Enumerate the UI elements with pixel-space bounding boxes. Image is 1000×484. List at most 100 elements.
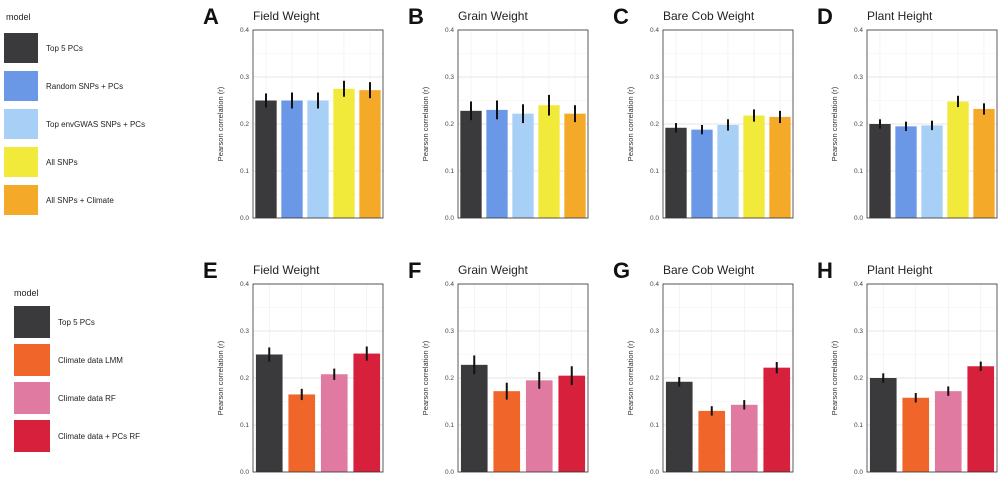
bar	[525, 380, 553, 472]
y-tick-label: 0.2	[240, 375, 249, 382]
plot-border	[662, 283, 794, 473]
panel-title: Plant Height	[867, 9, 933, 23]
y-axis-label: Pearson correlation (r)	[626, 86, 635, 161]
bar	[665, 381, 693, 472]
bar	[255, 100, 277, 218]
bar	[307, 100, 329, 218]
bar	[698, 410, 726, 472]
panel-letter: A	[203, 4, 219, 29]
y-tick-label: 0.1	[240, 422, 249, 429]
legend-label: All SNPs + Climate	[46, 196, 114, 205]
bar	[288, 394, 316, 472]
y-axis-label: Pearson correlation (r)	[216, 86, 225, 161]
y-tick-label: 0.2	[854, 375, 863, 382]
y-tick-label: 0.3	[240, 74, 249, 81]
bar	[934, 391, 962, 472]
y-axis-label: Pearson correlation (r)	[421, 86, 430, 161]
bar	[902, 397, 930, 472]
y-tick-label: 0.1	[445, 422, 454, 429]
bar	[281, 100, 303, 218]
y-tick-label: 0.4	[650, 27, 659, 34]
bar	[359, 90, 381, 218]
y-tick-label: 0.2	[854, 121, 863, 128]
legend-swatch	[14, 344, 50, 376]
legend-label: Climate data RF	[58, 394, 116, 403]
y-tick-label: 0.1	[854, 422, 863, 429]
bar	[691, 129, 713, 218]
y-tick-label: 0.4	[854, 281, 863, 288]
panel-title: Plant Height	[867, 263, 933, 277]
bar	[730, 404, 758, 472]
y-tick-label: 0.4	[445, 27, 454, 34]
panel-title: Bare Cob Weight	[663, 9, 755, 23]
y-tick-label: 0.4	[240, 281, 249, 288]
panel-e: E Field Weight 0.0 0.1 0.2 0.3 0.4 Pearson corr…	[203, 258, 384, 476]
y-axis-label: Pearson correlation (r)	[830, 86, 839, 161]
bar	[320, 374, 348, 472]
panel-letter: C	[613, 4, 629, 29]
bar	[717, 124, 739, 218]
legend-layer: model Top 5 PCs Random SNPs + PCs Top envGW…	[4, 12, 145, 452]
panel-f: F Grain Weight 0.0 0.1 0.2 0.3 0.4 Pearson corr…	[408, 258, 589, 476]
legend-title: model	[14, 288, 39, 298]
bar	[769, 116, 791, 218]
y-tick-label: 0.3	[445, 74, 454, 81]
y-tick-label: 0.2	[445, 375, 454, 382]
legend-label: Top envGWAS SNPs + PCs	[46, 120, 145, 129]
y-tick-label: 0.3	[650, 74, 659, 81]
legend-swatch	[14, 382, 50, 414]
panel-letter: G	[613, 258, 630, 283]
plot-border	[866, 29, 998, 219]
bar	[743, 115, 765, 218]
y-tick-label: 0.0	[650, 469, 659, 476]
bar	[353, 353, 381, 472]
plot-border	[866, 283, 998, 473]
legend-label: Climate data LMM	[58, 356, 123, 365]
y-tick-label: 0.0	[445, 215, 454, 222]
panel-title: Bare Cob Weight	[663, 263, 755, 277]
y-axis-label: Pearson correlation (r)	[626, 340, 635, 415]
panel-title: Field Weight	[253, 263, 320, 277]
y-tick-label: 0.3	[650, 328, 659, 335]
y-tick-label: 0.2	[445, 121, 454, 128]
legend-label: Random SNPs + PCs	[46, 82, 123, 91]
plot-border	[457, 283, 589, 473]
legend-swatch	[4, 33, 38, 63]
legend-label: Climate data + PCs RF	[58, 432, 140, 441]
bar	[967, 366, 995, 472]
bar	[538, 105, 560, 218]
legend-label: Top 5 PCs	[46, 44, 83, 53]
bar	[763, 367, 791, 472]
y-tick-label: 0.0	[240, 215, 249, 222]
panel-title: Grain Weight	[458, 9, 528, 23]
panel-layer: A Field Weight 0.0 0.1 0.2 0.3 0.4 Pearson corr…	[203, 4, 998, 476]
y-tick-label: 0.3	[854, 328, 863, 335]
y-tick-label: 0.3	[854, 74, 863, 81]
legend-swatch	[4, 71, 38, 101]
y-tick-label: 0.1	[854, 168, 863, 175]
bar	[895, 126, 917, 218]
plot-border	[252, 283, 384, 473]
panel-h: H Plant Height 0.0 0.1 0.2 0.3 0.4 Pearson corr…	[817, 258, 998, 476]
y-tick-label: 0.4	[240, 27, 249, 34]
bar	[869, 378, 897, 472]
plot-border	[252, 29, 384, 219]
bar	[460, 364, 488, 472]
plot-border	[457, 29, 589, 219]
y-tick-label: 0.2	[650, 121, 659, 128]
legend-swatch	[4, 185, 38, 215]
y-tick-label: 0.0	[445, 469, 454, 476]
legend-2: model Top 5 PCs Climate data LMM Climate da…	[14, 288, 140, 452]
panel-title: Grain Weight	[458, 263, 528, 277]
y-tick-label: 0.4	[650, 281, 659, 288]
y-tick-label: 0.3	[445, 328, 454, 335]
bar	[665, 127, 687, 218]
y-tick-label: 0.1	[240, 168, 249, 175]
legend-label: All SNPs	[46, 158, 78, 167]
bar	[564, 113, 586, 218]
panel-b: B Grain Weight 0.0 0.1 0.2 0.3 0.4 Pearson corr…	[408, 4, 589, 222]
y-tick-label: 0.0	[650, 215, 659, 222]
legend-swatch	[4, 147, 38, 177]
y-tick-label: 0.0	[854, 215, 863, 222]
